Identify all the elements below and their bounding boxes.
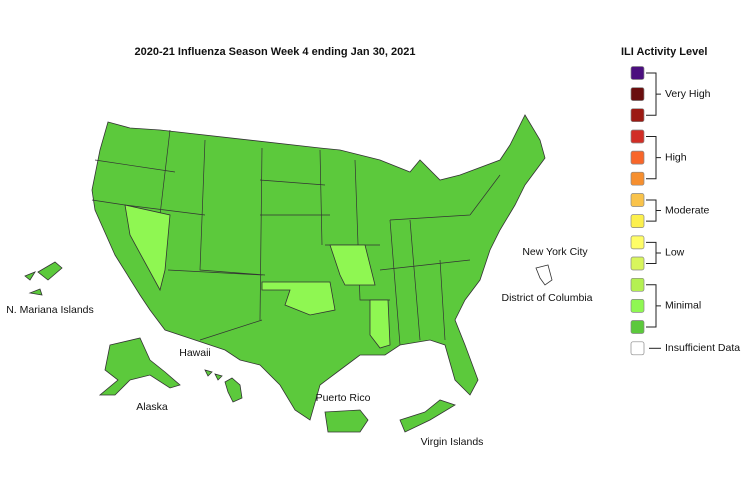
- region-label: N. Mariana Islands: [6, 304, 94, 316]
- region-label: District of Columbia: [501, 292, 592, 304]
- legend-label: Insufficient Data: [665, 342, 740, 354]
- legend-label: Low: [665, 247, 685, 259]
- legend-swatch: [630, 299, 645, 313]
- legend-swatch: [630, 256, 645, 271]
- us-map: [24, 114, 553, 433]
- legend-label: Moderate: [665, 204, 710, 216]
- legend-bracket: [646, 136, 661, 180]
- legend-bracket: [646, 72, 661, 116]
- legend-title: ILI Activity Level: [621, 46, 707, 58]
- legend-bracket: [646, 241, 661, 264]
- legend-swatch: [630, 193, 645, 207]
- new-york-city: [535, 264, 553, 286]
- legend-swatch: [630, 150, 645, 165]
- legend-bracket: [646, 284, 661, 328]
- oklahoma: [261, 281, 336, 316]
- legend-label: High: [665, 151, 687, 163]
- region-label: Alaska: [136, 401, 168, 413]
- missouri: [329, 244, 376, 286]
- legend-swatch: [630, 277, 645, 292]
- legend-swatch: [630, 320, 645, 334]
- legend-swatch: [630, 341, 645, 356]
- legend-swatch: [630, 235, 645, 250]
- legend-swatch: [630, 171, 645, 186]
- legend-swatch: [630, 66, 645, 80]
- region-label: Virgin Islands: [421, 436, 484, 448]
- map-title: 2020-21 Influenza Season Week 4 ending J…: [134, 46, 415, 58]
- legend-bracket: [646, 199, 661, 222]
- region-label: Puerto Rico: [316, 392, 371, 404]
- contiguous-states: [91, 114, 546, 421]
- legend-swatch: [630, 214, 645, 228]
- legend-label: Minimal: [665, 300, 701, 312]
- legend-label: Very High: [665, 88, 711, 100]
- nevada: [124, 204, 171, 292]
- legend-swatch: [630, 87, 645, 101]
- region-label: Hawaii: [179, 347, 211, 359]
- mariana-islands: [24, 261, 63, 296]
- puerto-rico: [324, 409, 369, 433]
- alaska: [98, 337, 181, 396]
- virgin-islands: [399, 399, 456, 433]
- legend-swatch: [630, 108, 645, 123]
- mississippi: [369, 299, 391, 349]
- hawaii: [204, 369, 243, 403]
- legend-swatch: [630, 129, 645, 144]
- region-label: New York City: [522, 246, 588, 258]
